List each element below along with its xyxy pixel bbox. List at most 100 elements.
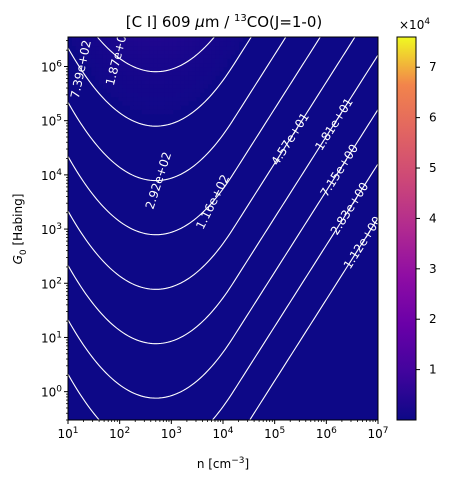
heatmap-cell: [133, 62, 139, 68]
heatmap-cell: [137, 41, 143, 47]
heatmap-cell: [102, 79, 108, 85]
heatmap-cell: [153, 105, 158, 110]
heatmap-cell: [114, 49, 119, 55]
heatmap-cell: [99, 66, 104, 72]
heatmap-cell: [106, 66, 112, 72]
heatmap-cell: [161, 109, 166, 115]
heatmap-cell: [149, 109, 154, 115]
heatmap-cell: [157, 100, 162, 106]
x-axis-label: n [cm−3]: [197, 456, 249, 471]
heatmap-cell: [110, 37, 116, 42]
heatmap-cell: [87, 62, 92, 68]
heatmap-cell: [126, 66, 131, 72]
heatmap-cell: [79, 45, 85, 51]
heatmap-cell: [157, 58, 162, 64]
heatmap-cell: [203, 49, 209, 55]
heatmap-cell: [168, 109, 174, 115]
heatmap-cell: [110, 58, 116, 64]
y-axis-label: G0 [Habing]: [11, 194, 29, 265]
heatmap-cell: [122, 66, 127, 72]
heatmap-cell: [114, 79, 119, 85]
heatmap-cell: [102, 66, 108, 72]
heatmap-cell: [99, 58, 104, 64]
heatmap-cell: [172, 79, 178, 85]
heatmap-cell: [172, 88, 178, 93]
heatmap-cell: [153, 37, 158, 42]
heatmap-cell: [122, 71, 127, 76]
heatmap-cell: [188, 41, 193, 47]
heatmap-cell: [130, 37, 135, 42]
heatmap-cell: [83, 41, 88, 47]
heatmap-cell: [137, 45, 143, 51]
x-tick-label: 104: [212, 426, 233, 441]
heatmap-cell: [145, 62, 150, 68]
heatmap-cell: [106, 79, 112, 85]
heatmap-cell: [99, 75, 104, 81]
heatmap-cell: [164, 96, 170, 102]
heatmap-cell: [118, 83, 123, 89]
heatmap-cell: [211, 41, 216, 47]
heatmap-cell: [203, 45, 209, 51]
heatmap-cell: [110, 79, 116, 85]
heatmap-cell: [130, 96, 135, 102]
heatmap-cell: [126, 62, 131, 68]
heatmap-cell: [153, 92, 158, 98]
heatmap-cell: [75, 45, 81, 51]
heatmap-cell: [122, 58, 127, 64]
heatmap-cell: [130, 83, 135, 89]
heatmap-cell: [172, 100, 178, 106]
heatmap-cell: [149, 41, 154, 47]
heatmap-cell: [207, 62, 212, 68]
heatmap-cell: [188, 37, 193, 42]
heatmap-cell: [180, 92, 185, 98]
heatmap-cell: [130, 45, 135, 51]
heatmap-cell: [188, 71, 193, 76]
heatmap-cell: [164, 45, 170, 51]
contour-line: [68, 109, 378, 399]
heatmap-cell: [118, 71, 123, 76]
heatmap-cell: [122, 83, 127, 89]
heatmap-cell: [223, 45, 228, 51]
heatmap-cell: [91, 62, 96, 68]
heatmap-cell: [133, 49, 139, 55]
heatmap-cell: [149, 92, 154, 98]
heatmap-cell: [176, 88, 181, 93]
heatmap-cell: [153, 83, 158, 89]
heatmap-cell: [153, 66, 158, 72]
heatmap-cell: [102, 41, 108, 47]
heatmap-cell: [141, 54, 147, 59]
heatmap-cell: [203, 71, 209, 76]
heatmap-cell: [95, 49, 100, 55]
heatmap-cell: [161, 88, 166, 93]
heatmap-cell: [157, 49, 162, 55]
colorbar: 1 2 3 4 5 6 7 ×104: [396, 17, 437, 421]
heatmap-cell: [180, 88, 185, 93]
heatmap-cell: [122, 92, 127, 98]
heatmap-cell: [188, 58, 193, 64]
heatmap-cell: [168, 54, 174, 59]
heatmap-cell: [195, 45, 201, 51]
heatmap-cell: [223, 37, 228, 42]
colorbar-tick-label: 1: [429, 363, 437, 377]
heatmap-cell: [95, 41, 100, 47]
heatmap-cell: [99, 62, 104, 68]
heatmap-cell: [99, 79, 104, 85]
heatmap-cell: [130, 105, 135, 110]
heatmap-cell: [141, 49, 147, 55]
heatmap-cell: [215, 41, 220, 47]
heatmap-cell: [223, 58, 228, 64]
heatmap-cell: [145, 96, 150, 102]
heatmap-cell: [176, 37, 181, 42]
heatmap-cell: [168, 41, 174, 47]
heatmap-cell: [168, 75, 174, 81]
heatmap-cell: [137, 75, 143, 81]
heatmap-cell: [234, 41, 240, 47]
contour-lines: [68, 37, 378, 420]
heatmap-cell: [149, 100, 154, 106]
heatmap-cell: [133, 58, 139, 64]
heatmap-cell: [153, 96, 158, 102]
heatmap-cell: [172, 105, 178, 110]
heatmap-cell: [180, 41, 185, 47]
heatmap-cell: [110, 92, 116, 98]
heatmap-cell: [223, 54, 228, 59]
